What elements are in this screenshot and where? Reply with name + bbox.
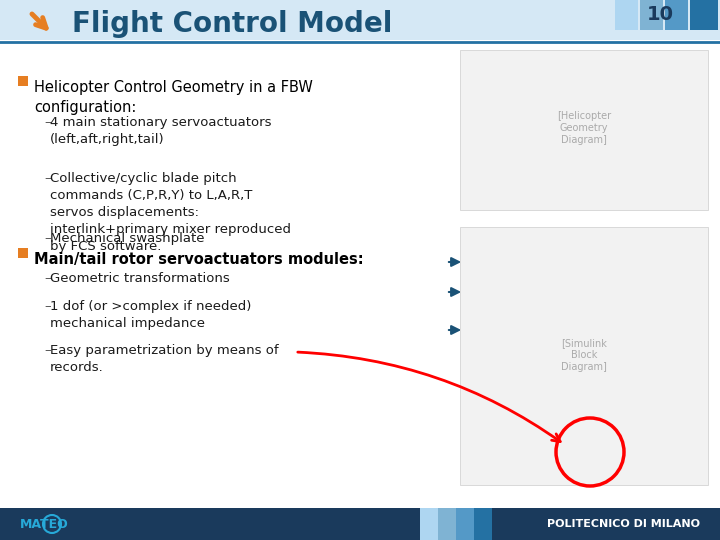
FancyBboxPatch shape: [640, 0, 663, 30]
Text: Main/tail rotor servoactuators modules:: Main/tail rotor servoactuators modules:: [34, 252, 364, 267]
Text: –: –: [44, 300, 50, 313]
Text: POLITECNICO DI MILANO: POLITECNICO DI MILANO: [547, 519, 700, 529]
FancyBboxPatch shape: [18, 248, 28, 258]
Text: 1 dof (or >complex if needed)
mechanical impedance: 1 dof (or >complex if needed) mechanical…: [50, 300, 251, 330]
FancyBboxPatch shape: [665, 0, 688, 30]
Text: [Simulink
Block
Diagram]: [Simulink Block Diagram]: [561, 339, 607, 372]
FancyBboxPatch shape: [690, 0, 718, 30]
Text: –: –: [44, 172, 50, 185]
Text: MATEO: MATEO: [20, 517, 68, 530]
FancyBboxPatch shape: [474, 508, 492, 540]
Text: Collective/cyclic blade pitch
commands (C,P,R,Y) to L,A,R,T
servos displacements: Collective/cyclic blade pitch commands (…: [50, 172, 291, 253]
FancyBboxPatch shape: [492, 508, 510, 540]
Text: [Helicopter
Geometry
Diagram]: [Helicopter Geometry Diagram]: [557, 111, 611, 145]
Text: –: –: [44, 116, 50, 129]
FancyBboxPatch shape: [0, 508, 720, 540]
FancyBboxPatch shape: [460, 227, 708, 485]
Text: –: –: [44, 232, 50, 245]
FancyBboxPatch shape: [456, 508, 474, 540]
FancyBboxPatch shape: [460, 50, 708, 210]
Text: Mechanical swashplate: Mechanical swashplate: [50, 232, 204, 245]
Text: 4 main stationary servoactuators
(left,aft,right,tail): 4 main stationary servoactuators (left,a…: [50, 116, 271, 146]
Text: –: –: [44, 272, 50, 285]
Text: Helicopter Control Geometry in a FBW
configuration:: Helicopter Control Geometry in a FBW con…: [34, 80, 313, 115]
Text: Flight Control Model: Flight Control Model: [72, 10, 392, 38]
Text: –: –: [44, 344, 50, 357]
Text: Easy parametrization by means of
records.: Easy parametrization by means of records…: [50, 344, 279, 374]
FancyBboxPatch shape: [0, 0, 720, 40]
FancyBboxPatch shape: [420, 508, 438, 540]
FancyBboxPatch shape: [615, 0, 638, 30]
Text: Geometric transformations: Geometric transformations: [50, 272, 230, 285]
Text: 10: 10: [647, 5, 673, 24]
FancyBboxPatch shape: [438, 508, 456, 540]
FancyBboxPatch shape: [18, 76, 28, 86]
